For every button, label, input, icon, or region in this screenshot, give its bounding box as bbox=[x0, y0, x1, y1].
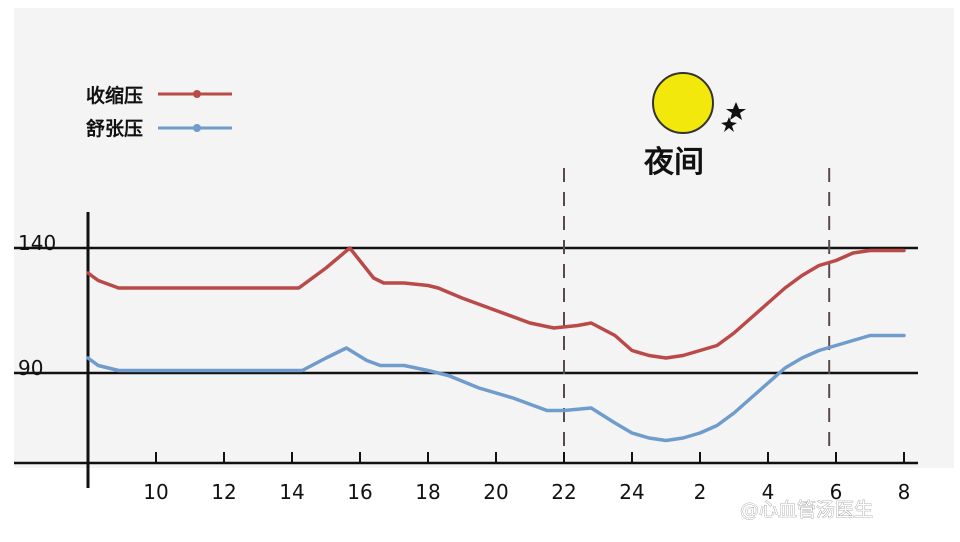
x-tick-label: 14 bbox=[279, 480, 304, 504]
plot-background bbox=[14, 8, 954, 468]
legend-label-diastolic: 舒张压 bbox=[86, 117, 143, 140]
x-tick-label: 4 bbox=[762, 480, 775, 504]
x-tick-label: 10 bbox=[143, 480, 168, 504]
x-tick-label: 8 bbox=[898, 480, 911, 504]
series-lines bbox=[86, 246, 906, 443]
x-axis-ticks: 10 12 14 16 18 20 22 24 2 4 6 8 bbox=[143, 452, 910, 504]
watermark: @心血管汤医生 bbox=[740, 499, 873, 521]
x-tick-label: 6 bbox=[830, 480, 843, 504]
x-tick-label: 18 bbox=[415, 480, 440, 504]
y-axis-ticks: 90 140 bbox=[18, 231, 56, 380]
x-tick-label: 2 bbox=[694, 480, 707, 504]
legend-marker-systolic bbox=[193, 90, 201, 98]
y-tick-label: 90 bbox=[18, 356, 43, 380]
star-icon bbox=[726, 102, 746, 120]
series-line-systolic bbox=[86, 246, 906, 360]
night-sun-icon bbox=[652, 72, 746, 134]
legend-marker-diastolic bbox=[193, 124, 201, 132]
x-tick-label: 16 bbox=[347, 480, 372, 504]
legend: 收缩压 舒张压 bbox=[86, 84, 232, 140]
night-label: 夜间 bbox=[643, 145, 704, 180]
x-tick-label: 22 bbox=[551, 480, 576, 504]
x-tick-label: 20 bbox=[483, 480, 508, 504]
reference-lines bbox=[14, 246, 918, 375]
sun-icon bbox=[652, 72, 714, 134]
legend-label-systolic: 收缩压 bbox=[86, 84, 143, 107]
series-line-diastolic bbox=[86, 333, 906, 443]
x-tick-label: 24 bbox=[619, 480, 644, 504]
y-tick-label: 140 bbox=[18, 231, 56, 255]
x-tick-label: 12 bbox=[211, 480, 236, 504]
star-icon bbox=[721, 117, 737, 132]
